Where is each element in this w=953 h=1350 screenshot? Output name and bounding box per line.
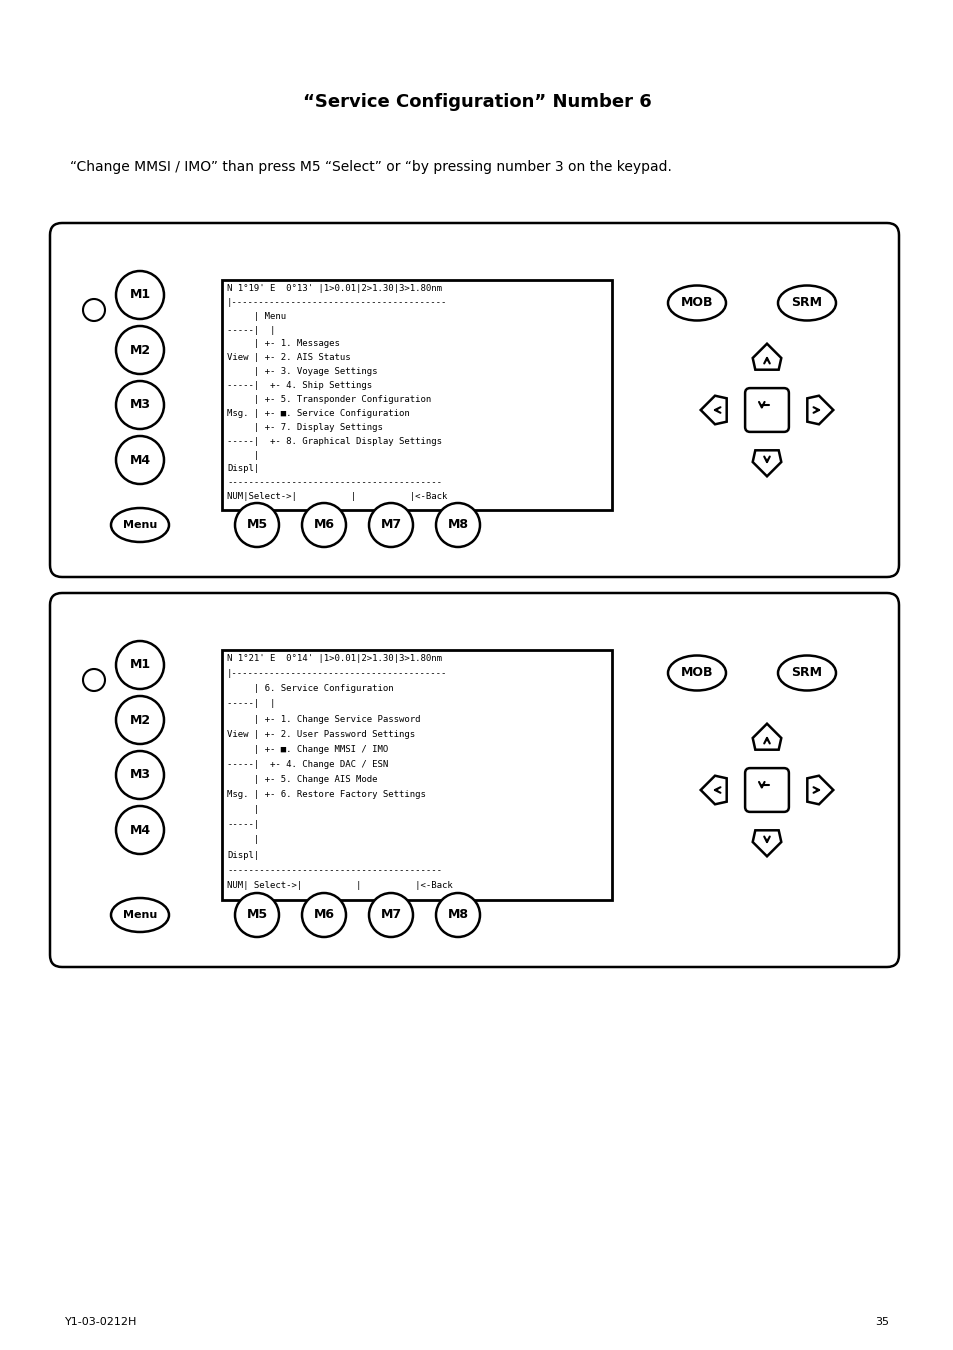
Text: M7: M7 <box>380 909 401 922</box>
Circle shape <box>116 641 164 688</box>
Text: ----------------------------------------: ---------------------------------------- <box>227 478 441 487</box>
Text: View | +- 2. User Password Settings: View | +- 2. User Password Settings <box>227 729 415 738</box>
Text: -----|  +- 8. Graphical Display Settings: -----| +- 8. Graphical Display Settings <box>227 436 441 446</box>
Circle shape <box>116 436 164 485</box>
Polygon shape <box>752 724 781 749</box>
FancyBboxPatch shape <box>744 768 788 811</box>
Circle shape <box>116 381 164 429</box>
Text: “Service Configuration” Number 6: “Service Configuration” Number 6 <box>302 93 651 111</box>
Circle shape <box>234 504 278 547</box>
Text: |: | <box>227 836 259 845</box>
Text: View | +- 2. AIS Status: View | +- 2. AIS Status <box>227 354 351 362</box>
Text: M2: M2 <box>130 714 151 726</box>
Text: Displ|: Displ| <box>227 850 259 860</box>
Text: MOB: MOB <box>680 297 713 309</box>
Text: -----|  |: -----| | <box>227 325 275 335</box>
FancyBboxPatch shape <box>744 387 788 432</box>
Text: |: | <box>227 451 259 459</box>
Text: Y1-03-0212H: Y1-03-0212H <box>65 1318 137 1327</box>
Text: M7: M7 <box>380 518 401 532</box>
Text: Menu: Menu <box>123 910 157 919</box>
Text: -----|  +- 4. Ship Settings: -----| +- 4. Ship Settings <box>227 381 372 390</box>
Polygon shape <box>700 776 726 805</box>
Text: | Menu: | Menu <box>227 312 286 321</box>
Circle shape <box>436 892 479 937</box>
Ellipse shape <box>667 285 725 320</box>
FancyBboxPatch shape <box>50 593 898 967</box>
Text: M5: M5 <box>246 518 267 532</box>
Circle shape <box>116 751 164 799</box>
Polygon shape <box>806 776 832 805</box>
Circle shape <box>116 697 164 744</box>
Text: M5: M5 <box>246 909 267 922</box>
Ellipse shape <box>111 898 169 931</box>
Text: M3: M3 <box>130 398 151 412</box>
Text: | 6. Service Configuration: | 6. Service Configuration <box>227 684 394 694</box>
Polygon shape <box>752 830 781 856</box>
Circle shape <box>116 806 164 855</box>
Text: NUM|Select->|          |          |<-Back: NUM|Select->| | |<-Back <box>227 493 447 501</box>
Text: M8: M8 <box>447 909 468 922</box>
Text: Msg. | +- 6. Restore Factory Settings: Msg. | +- 6. Restore Factory Settings <box>227 790 425 799</box>
Text: | +- 5. Change AIS Mode: | +- 5. Change AIS Mode <box>227 775 377 784</box>
Text: M3: M3 <box>130 768 151 782</box>
Text: -----|: -----| <box>227 821 259 829</box>
Ellipse shape <box>778 285 835 320</box>
Text: | +- 5. Transponder Configuration: | +- 5. Transponder Configuration <box>227 396 431 404</box>
Ellipse shape <box>111 508 169 541</box>
Text: | +- 3. Voyage Settings: | +- 3. Voyage Settings <box>227 367 377 377</box>
Text: -----|  |: -----| | <box>227 699 275 709</box>
Ellipse shape <box>778 656 835 690</box>
Text: 35: 35 <box>874 1318 888 1327</box>
Text: | +- 1. Messages: | +- 1. Messages <box>227 339 339 348</box>
Text: N 1°21' E  0°14' |1>0.01|2>1.30|3>1.80nm: N 1°21' E 0°14' |1>0.01|2>1.30|3>1.80nm <box>227 653 441 663</box>
Text: M6: M6 <box>314 518 335 532</box>
Circle shape <box>234 892 278 937</box>
Text: M4: M4 <box>130 824 151 837</box>
Bar <box>222 279 612 510</box>
Ellipse shape <box>667 656 725 690</box>
Text: M1: M1 <box>130 659 151 671</box>
Text: M1: M1 <box>130 289 151 301</box>
Text: “Change MMSI / IMO” than press M5 “Select” or “by pressing number 3 on the keypa: “Change MMSI / IMO” than press M5 “Selec… <box>70 161 671 174</box>
Circle shape <box>369 892 413 937</box>
Text: Menu: Menu <box>123 520 157 531</box>
Text: | +- 1. Change Service Password: | +- 1. Change Service Password <box>227 714 420 724</box>
Text: |: | <box>227 805 259 814</box>
Circle shape <box>302 892 346 937</box>
Text: M4: M4 <box>130 454 151 467</box>
Text: MOB: MOB <box>680 667 713 679</box>
Text: N 1°19' E  0°13' |1>0.01|2>1.30|3>1.80nm: N 1°19' E 0°13' |1>0.01|2>1.30|3>1.80nm <box>227 284 441 293</box>
FancyBboxPatch shape <box>50 223 898 576</box>
Text: |----------------------------------------: |---------------------------------------… <box>227 670 447 678</box>
Text: M2: M2 <box>130 343 151 356</box>
Circle shape <box>369 504 413 547</box>
Text: | +- 7. Display Settings: | +- 7. Display Settings <box>227 423 382 432</box>
Text: NUM| Select->|          |          |<-Back: NUM| Select->| | |<-Back <box>227 882 453 890</box>
Text: M6: M6 <box>314 909 335 922</box>
Text: |----------------------------------------: |---------------------------------------… <box>227 298 447 306</box>
Text: ----------------------------------------: ---------------------------------------- <box>227 865 441 875</box>
Polygon shape <box>752 451 781 477</box>
Polygon shape <box>806 396 832 424</box>
Text: Msg. | +- ■. Service Configuration: Msg. | +- ■. Service Configuration <box>227 409 410 418</box>
Circle shape <box>116 325 164 374</box>
Bar <box>222 649 612 900</box>
Text: -----|  +- 4. Change DAC / ESN: -----| +- 4. Change DAC / ESN <box>227 760 388 770</box>
Text: SRM: SRM <box>791 667 821 679</box>
Text: Displ|: Displ| <box>227 464 259 474</box>
Text: SRM: SRM <box>791 297 821 309</box>
Circle shape <box>436 504 479 547</box>
Circle shape <box>116 271 164 319</box>
Polygon shape <box>752 344 781 370</box>
Text: | +- ■. Change MMSI / IMO: | +- ■. Change MMSI / IMO <box>227 745 388 753</box>
Polygon shape <box>700 396 726 424</box>
Circle shape <box>302 504 346 547</box>
Text: M8: M8 <box>447 518 468 532</box>
